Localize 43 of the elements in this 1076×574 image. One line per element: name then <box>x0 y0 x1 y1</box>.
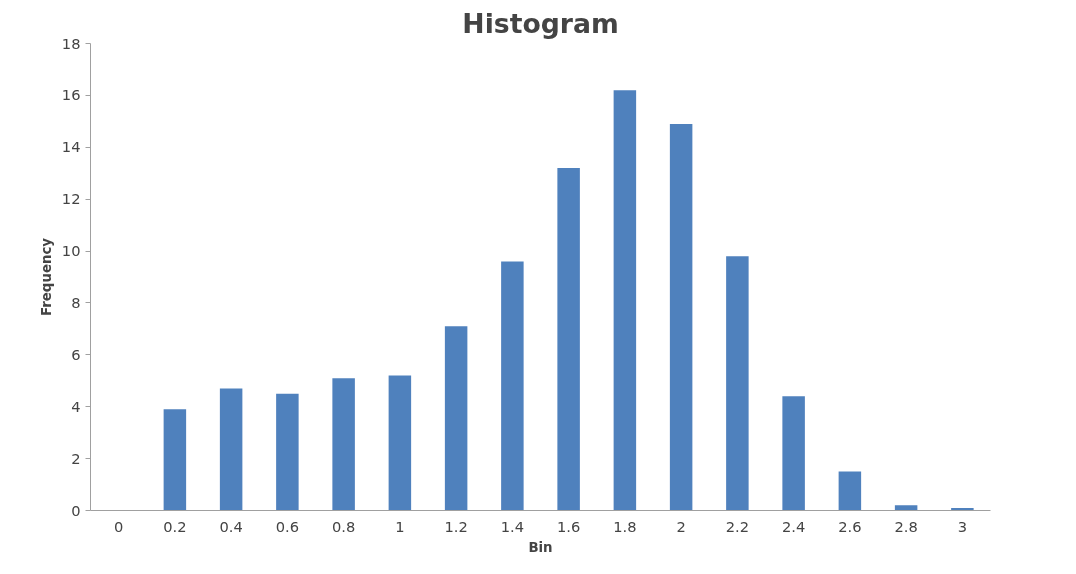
bar <box>557 168 580 511</box>
bar <box>163 409 187 511</box>
y-tick-label: 2 <box>71 449 81 467</box>
bar <box>782 396 805 511</box>
x-tick-label: 3 <box>957 517 968 535</box>
y-tick-label: 0 <box>71 501 81 519</box>
x-tick-label: 0 <box>113 517 124 535</box>
x-tick-label: 1 <box>395 517 405 535</box>
x-tick-label: 2.2 <box>725 517 750 535</box>
y-tick-label: 4 <box>71 397 81 415</box>
bar <box>388 375 412 511</box>
x-tick-label: 0.8 <box>331 517 356 535</box>
y-tick-label: 12 <box>61 190 81 208</box>
bar <box>219 388 243 511</box>
bar <box>894 505 918 511</box>
x-tick-label: 2.8 <box>894 517 918 535</box>
bar <box>276 393 299 511</box>
x-tick-label: 1.2 <box>444 517 468 535</box>
y-axis-title: Frequency <box>38 237 54 316</box>
bar <box>613 90 637 511</box>
y-tick-label: 6 <box>71 345 81 363</box>
x-tick-label: 2 <box>676 517 686 535</box>
x-tick-label: 0.2 <box>163 517 187 535</box>
x-axis-title: Bin <box>528 539 553 555</box>
bar <box>501 261 524 511</box>
bar <box>726 256 749 511</box>
y-tick-label: 8 <box>71 293 81 311</box>
x-tick-label: 1.6 <box>556 517 581 535</box>
x-tick-label: 2.6 <box>838 517 862 535</box>
x-tick-label: 0.6 <box>275 517 300 535</box>
x-tick-label: 2.4 <box>781 517 806 535</box>
y-tick-label: 18 <box>61 34 81 52</box>
chart-title: Histogram <box>462 7 619 39</box>
y-tick-label: 10 <box>61 242 81 260</box>
x-tick-label: 1.4 <box>500 517 525 535</box>
bar <box>838 471 862 511</box>
x-tick-label: 1.8 <box>613 517 637 535</box>
x-tick-label: 0.4 <box>219 517 243 535</box>
bar <box>444 326 468 511</box>
bar <box>669 123 693 511</box>
y-tick-label: 14 <box>61 138 81 156</box>
bar <box>332 378 355 511</box>
y-tick-label: 16 <box>61 86 81 104</box>
